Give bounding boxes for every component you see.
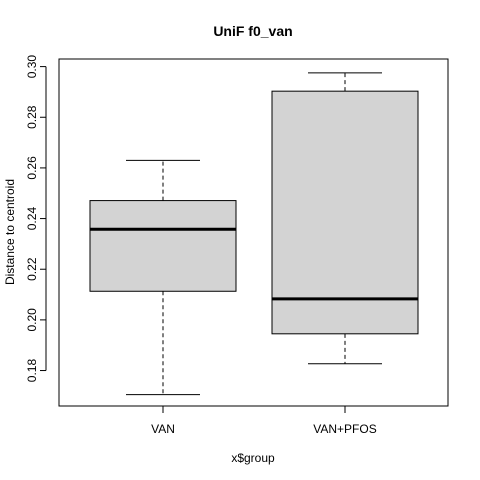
- x-axis-label: x$group: [231, 451, 275, 465]
- y-tick-label: 0.30: [25, 55, 39, 79]
- box-iqr: [89, 200, 237, 292]
- chart-title: UniF f0_van: [213, 23, 292, 39]
- y-tick-label: 0.20: [25, 308, 39, 332]
- y-tick-label: 0.28: [25, 105, 39, 129]
- y-tick-label: 0.22: [25, 257, 39, 281]
- y-tick-label: 0.18: [25, 359, 39, 383]
- box-iqr: [271, 90, 419, 335]
- x-tick-label: VAN+PFOS: [313, 422, 376, 436]
- x-tick-label: VAN: [151, 422, 175, 436]
- y-tick-label: 0.26: [25, 156, 39, 180]
- y-tick-label: 0.24: [25, 207, 39, 231]
- chart-marks: 0.18 0.20 0.22 0.24 0.26 0.28 0.30 VAN VAN+PFOS: [25, 55, 419, 436]
- y-axis-label: Distance to centroid: [3, 179, 17, 285]
